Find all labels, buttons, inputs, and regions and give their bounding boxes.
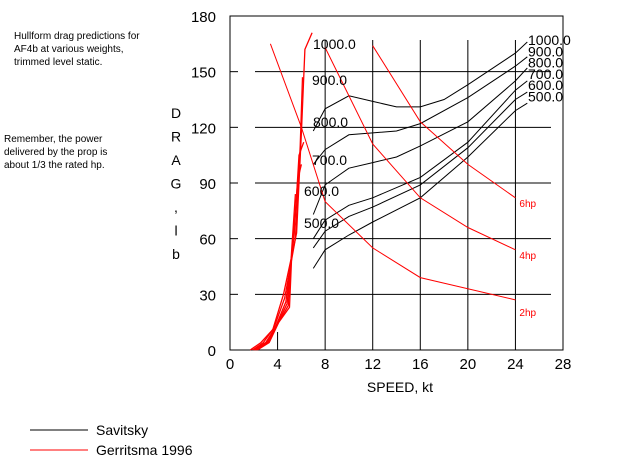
- savitsky-label-600.0: 600.0: [528, 77, 563, 93]
- y-tick-label: 90: [199, 176, 216, 193]
- series: [249, 32, 528, 351]
- savitsky-curve-800.0: [312, 67, 528, 215]
- plot-frame: [229, 15, 564, 351]
- power-curve-6hp: [372, 45, 516, 199]
- y-axis-label-char: R: [171, 129, 181, 145]
- y-axis-label-char: ,: [174, 199, 178, 215]
- power-label-6hp: 6hp: [519, 199, 536, 210]
- y-tick-label: 180: [191, 9, 216, 26]
- y-tick-label: 120: [191, 120, 216, 137]
- x-tick-label: 8: [321, 356, 329, 373]
- y-tick-label: 30: [199, 287, 216, 304]
- y-axis-label-char: b: [172, 246, 180, 262]
- gerritsma-label-800.0: 800.0: [313, 114, 348, 130]
- y-axis-label-char: l: [174, 223, 177, 239]
- gerritsma-label-600.0: 600.0: [304, 183, 339, 199]
- tick-labels: 0 30 60 90 120 150 180 0 4 8 12 16 20 24 28: [191, 9, 571, 373]
- legend-savitsky-label: Savitsky: [96, 422, 148, 438]
- y-tick-label: 60: [199, 232, 216, 249]
- power-curve-4hp: [324, 47, 516, 251]
- power-remark-note: Remember, the power delivered by the pro…: [4, 134, 108, 171]
- savitsky-curve-500.0: [312, 102, 528, 269]
- grid: [230, 40, 551, 350]
- x-tick-label: 0: [226, 356, 234, 373]
- savitsky-curve-700.0: [312, 80, 528, 239]
- savitsky-label-500.0: 500.0: [528, 89, 563, 105]
- y-axis-label-char: A: [171, 152, 181, 168]
- x-tick-label: 20: [460, 356, 477, 373]
- x-tick-label: 24: [507, 356, 524, 373]
- gerritsma-label-1000.0: 1000.0: [313, 36, 356, 52]
- chart-title-note: Hullform drag predictions for AF4b at va…: [14, 31, 140, 68]
- x-tick-label: 16: [412, 356, 429, 373]
- gerritsma-label-700.0: 700.0: [312, 152, 347, 168]
- savitsky-label-800.0: 800.0: [528, 55, 563, 71]
- y-axis-label-char: G: [171, 176, 182, 192]
- savitsky-label-700.0: 700.0: [528, 66, 563, 82]
- legend: Savitsky Gerritsma 1996: [30, 422, 193, 458]
- gerritsma-label-900.0: 900.0: [312, 72, 347, 88]
- power-curve-2hp: [269, 43, 516, 301]
- savitsky-label-900.0: 900.0: [528, 43, 563, 59]
- power-label-4hp: 4hp: [519, 251, 536, 262]
- y-axis-label-char: D: [171, 105, 181, 121]
- gerritsma-curve-500.0: [257, 225, 295, 351]
- x-tick-label: 12: [364, 356, 381, 373]
- gerritsma-curve-900.0: [252, 77, 304, 351]
- savitsky-curve-1000.0: [312, 41, 528, 132]
- legend-gerritsma-label: Gerritsma 1996: [96, 442, 193, 458]
- savitsky-label-1000.0: 1000.0: [528, 32, 571, 48]
- series-labels: 1000.0900.0800.0700.0600.0500.01000.0900…: [304, 32, 571, 319]
- gerritsma-curve-800.0: [253, 141, 305, 351]
- x-tick-label: 28: [555, 356, 572, 373]
- savitsky-curve-600.0: [312, 91, 528, 249]
- x-tick-label: 4: [273, 356, 281, 373]
- gerritsma-label-500.0: 500.0: [304, 215, 339, 231]
- x-axis-label: SPEED, kt: [367, 379, 433, 395]
- y-tick-label: 0: [208, 343, 216, 360]
- power-label-2hp: 2hp: [519, 308, 536, 319]
- y-tick-label: 150: [191, 65, 216, 82]
- savitsky-curve-900.0: [312, 56, 528, 165]
